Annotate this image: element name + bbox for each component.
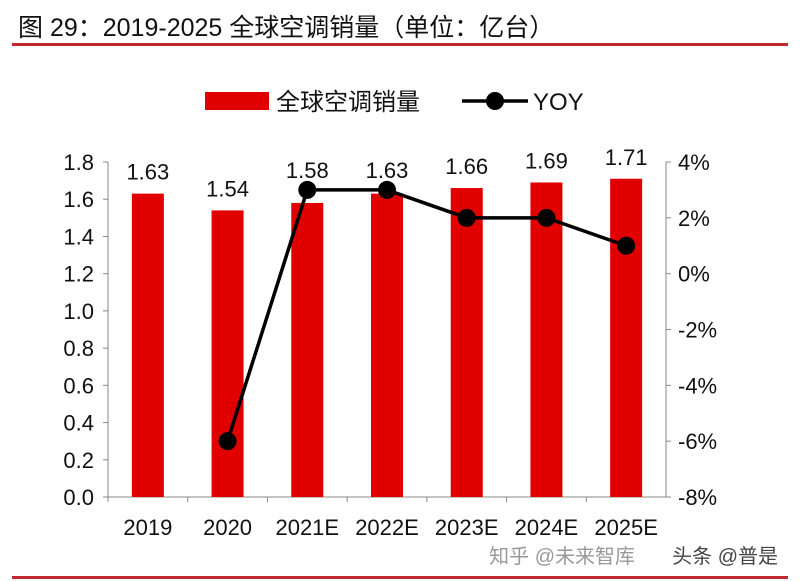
bar [291,202,324,497]
watermark-secondary: 头条 @普是 [672,546,778,568]
yoy-point [298,180,317,199]
right-tick-label: -4% [678,373,717,398]
left-tick-label: 1.6 [63,187,94,212]
bar-data-label: 1.66 [445,154,488,179]
left-tick-label: 0.0 [63,485,94,510]
yoy-point [537,208,556,227]
left-tick-label: 1.0 [63,299,94,324]
bar-data-label: 1.63 [126,160,169,185]
left-tick-label: 1.4 [63,224,94,249]
legend-label-bars: 全球空调销量 [276,89,420,116]
right-tick-label: -6% [678,429,717,454]
right-tick-label: 0% [678,262,710,287]
figure-title: 图 29：2019-2025 全球空调销量（单位：亿台） [18,14,555,42]
x-tick-label: 2022E [355,515,419,540]
bar-data-label: 1.71 [605,145,648,170]
yoy-point [378,180,396,199]
legend-swatch-bars [205,92,269,110]
legend-label-yoy: YOY [533,89,584,116]
bar-data-label: 1.58 [286,158,329,183]
yoy-point [617,236,636,255]
bar [530,182,563,497]
bar-data-label: 1.63 [366,158,409,183]
yoy-line [225,188,627,442]
left-tick-label: 0.6 [63,373,94,398]
title-rule [12,43,788,46]
right-tick-label: -8% [678,485,717,510]
bar [450,188,483,498]
left-tick-label: 1.8 [63,150,94,175]
bottom-rule [12,576,788,579]
left-tick-label: 1.2 [63,262,94,287]
bar-data-label: 1.69 [525,148,568,173]
bar [131,193,164,497]
bar [371,193,403,497]
legend-marker-yoy [486,92,504,110]
right-tick-label: -2% [678,318,717,343]
x-tick-label: 2024E [515,515,579,540]
left-tick-label: 0.4 [63,411,94,436]
x-tick-label: 2019 [123,515,172,540]
x-tick-label: 2020 [203,515,252,540]
x-tick-label: 2021E [275,515,339,540]
x-tick-label: 2023E [435,515,499,540]
right-tick-label: 2% [678,206,710,231]
x-tick-label: 2025E [594,515,658,540]
watermark: 知乎 @未来智库 [489,546,635,568]
bar [211,210,244,497]
bar [610,178,643,497]
yoy-point [457,208,476,227]
right-tick-label: 4% [678,150,710,175]
left-tick-label: 0.2 [63,448,94,473]
left-tick-label: 0.8 [63,336,94,361]
bar-data-label: 1.54 [206,176,249,201]
yoy-point [218,432,237,451]
